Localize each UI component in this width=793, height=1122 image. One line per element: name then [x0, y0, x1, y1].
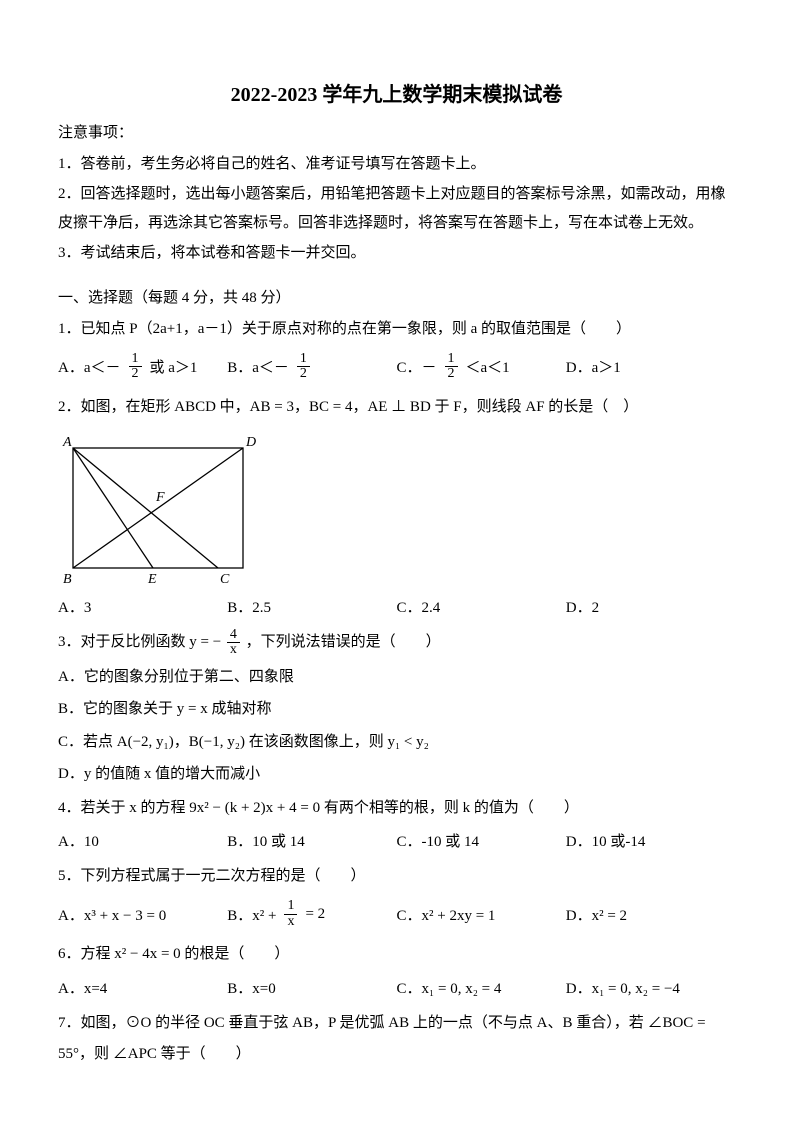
q2-option-c: C．2.4 [397, 596, 566, 617]
fraction-4x: 4 x [227, 628, 240, 658]
q2-option-a: A．3 [58, 596, 227, 617]
q1-options: A．a＜－ 1 2 或 a＞1 B．a＜－ 1 2 C．－ 1 2 ＜a＜1 D… [58, 352, 735, 382]
notice-2: 2．回答选择题时，选出每小题答案后，用铅笔把答题卡上对应题目的答案标号涂黑，如需… [58, 180, 735, 237]
svg-text:A: A [62, 435, 72, 450]
q4-option-b: B．10 或 14 [227, 830, 396, 851]
svg-text:D: D [245, 435, 256, 450]
svg-text:E: E [147, 572, 157, 587]
q4-option-d: D．10 或-14 [566, 830, 735, 851]
question-6: 6．方程 x² − 4x = 0 的根是（ ） [58, 939, 735, 971]
q5-options: A．x³ + x − 3 = 0 B．x² + 1 x = 2 C．x² + 2… [58, 899, 735, 929]
exam-page: 2022-2023 学年九上数学期末模拟试卷 注意事项： 1．答卷前，考生务必将… [0, 0, 793, 1113]
q4-option-c: C．-10 或 14 [397, 830, 566, 851]
q1b-pre: B．a＜－ [227, 356, 289, 377]
q1a-post: 或 a＞1 [150, 356, 198, 377]
q2-option-b: B．2.5 [227, 596, 396, 617]
fraction-1x: 1 x [284, 899, 297, 929]
q5-option-d: D．x² = 2 [566, 899, 735, 929]
section-1-header: 一、选择题（每题 4 分，共 48 分） [58, 284, 735, 313]
q1-option-a: A．a＜－ 1 2 或 a＞1 [58, 352, 227, 382]
question-7: 7．如图，⊙O 的半径 OC 垂直于弦 AB，P 是优弧 AB 上的一点（不与点… [58, 1008, 735, 1071]
question-5: 5．下列方程式属于一元二次方程的是（ ） [58, 861, 735, 893]
q6-options: A．x=4 B．x=0 C．x₁ = 0, x₂ = 4 D．x₁ = 0, x… [58, 977, 735, 998]
q1-option-c: C．－ 1 2 ＜a＜1 [397, 352, 566, 382]
q1-option-b: B．a＜－ 1 2 [227, 352, 396, 382]
svg-text:C: C [220, 572, 230, 587]
q1c-pre: C．－ [397, 356, 437, 377]
fraction-half: 1 2 [129, 352, 142, 382]
notice-3: 3．考试结束后，将本试卷和答题卡一并交回。 [58, 239, 735, 268]
notice-label: 注意事项： [58, 119, 735, 148]
q3-pre: 3．对于反比例函数 y = − [58, 634, 221, 650]
q6-option-b: B．x=0 [227, 977, 396, 998]
q6-option-d: D．x₁ = 0, x₂ = −4 [566, 977, 735, 998]
q2-figure: A D B C E F [58, 433, 735, 588]
question-4: 4．若关于 x 的方程 9x² − (k + 2)x + 4 = 0 有两个相等… [58, 793, 735, 825]
q3-option-c: C．若点 A(−2, y₁)，B(−1, y₂) 在该函数图像上，则 y₁ < … [58, 728, 735, 757]
fraction-half: 1 2 [445, 352, 458, 382]
page-title: 2022-2023 学年九上数学期末模拟试卷 [58, 78, 735, 107]
q3-option-d: D．y 的值随 x 值的增大而减小 [58, 760, 735, 789]
svg-text:B: B [63, 572, 72, 587]
fraction-half: 1 2 [297, 352, 310, 382]
q2-option-d: D．2 [566, 596, 735, 617]
q5-option-a: A．x³ + x − 3 = 0 [58, 899, 227, 929]
question-2: 2．如图，在矩形 ABCD 中，AB = 3，BC = 4，AE ⊥ BD 于 … [58, 392, 735, 424]
q1a-pre: A．a＜－ [58, 356, 121, 377]
svg-text:F: F [155, 490, 165, 505]
q2-options: A．3 B．2.5 C．2.4 D．2 [58, 596, 735, 617]
q6-option-c: C．x₁ = 0, x₂ = 4 [397, 977, 566, 998]
q6-option-a: A．x=4 [58, 977, 227, 998]
rectangle-diagram: A D B C E F [58, 433, 258, 588]
question-1: 1．已知点 P（2a+1，a－1）关于原点对称的点在第一象限，则 a 的取值范围… [58, 314, 735, 346]
q4-option-a: A．10 [58, 830, 227, 851]
q3-post: ，下列说法错误的是（ ） [246, 634, 441, 650]
q1c-post: ＜a＜1 [466, 356, 510, 377]
q3-option-b: B．它的图象关于 y = x 成轴对称 [58, 695, 735, 724]
q1-option-d: D．a＞1 [566, 352, 735, 382]
question-3: 3．对于反比例函数 y = − 4 x ，下列说法错误的是（ ） [58, 627, 735, 659]
notice-1: 1．答卷前，考生务必将自己的姓名、准考证号填写在答题卡上。 [58, 150, 735, 179]
q3-option-a: A．它的图象分别位于第二、四象限 [58, 663, 735, 692]
q5-option-b: B．x² + 1 x = 2 [227, 899, 396, 929]
q4-options: A．10 B．10 或 14 C．-10 或 14 D．10 或-14 [58, 830, 735, 851]
q5-option-c: C．x² + 2xy = 1 [397, 899, 566, 929]
